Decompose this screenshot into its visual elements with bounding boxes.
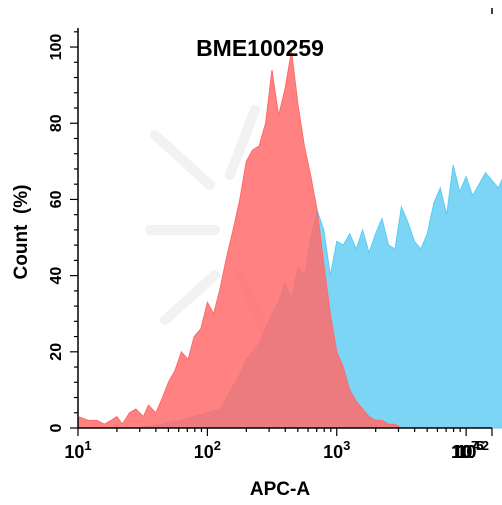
x-tick-label: 107.2 [451, 438, 489, 462]
x-tick-label: 104 [452, 438, 480, 462]
x-tick-label: 103 [323, 438, 350, 462]
x-tick-label: 102 [194, 438, 221, 462]
x-tick-label: 101 [64, 438, 91, 462]
chart-title: BME100259 [196, 35, 324, 61]
plot-area [77, 50, 502, 429]
y-axis-title: Count (%) [11, 185, 32, 280]
histogram-series-2 [77, 50, 415, 429]
x-tick-label: 105 [456, 438, 483, 462]
x-tick-label: 106 [456, 438, 483, 462]
y-tick-label: 40 [48, 267, 65, 285]
y-tick-label: 60 [48, 190, 65, 208]
y-tick-label: 20 [48, 343, 65, 361]
x-axis-title: APC-A [250, 479, 310, 500]
y-tick-label: 100 [48, 34, 65, 61]
y-tick-label: 80 [48, 114, 65, 132]
y-tick-label: 0 [48, 423, 65, 432]
y-axis: 0 20 40 60 80 100 [48, 31, 78, 432]
